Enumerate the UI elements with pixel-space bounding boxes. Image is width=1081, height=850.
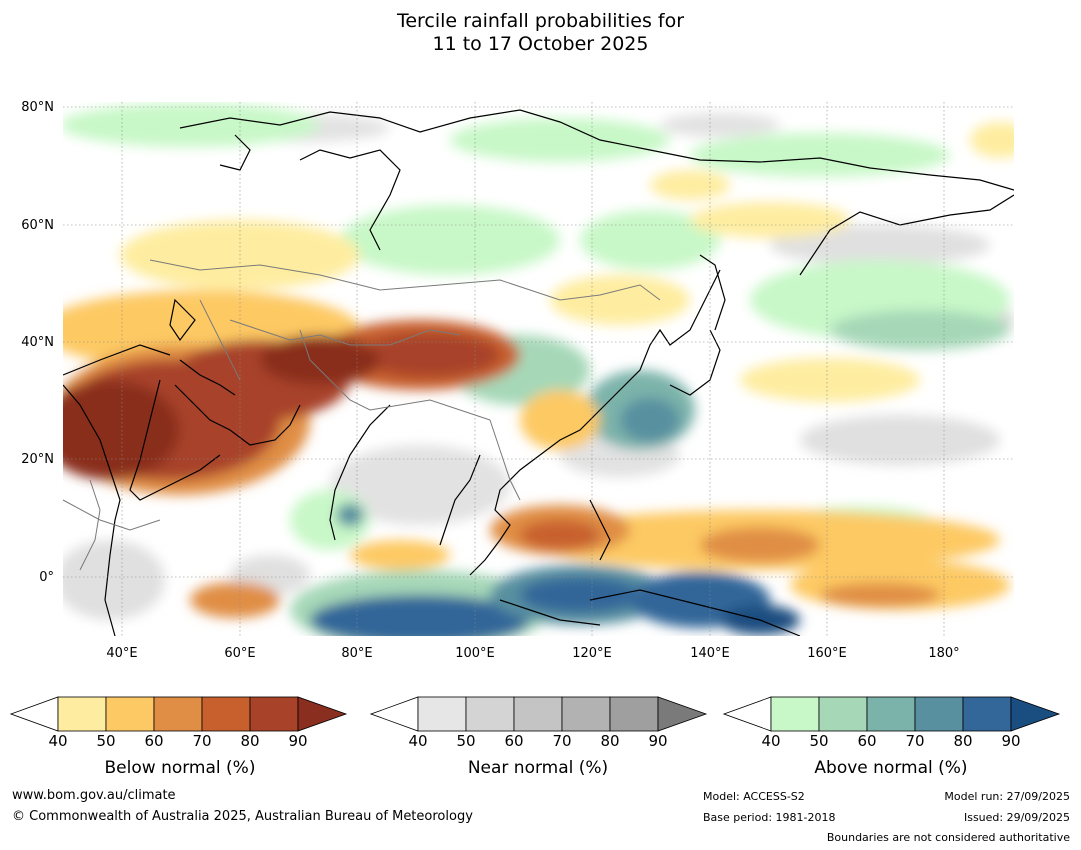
near-normal-colorbar	[370, 696, 708, 732]
above-colorbar-segment	[866, 696, 916, 732]
coastlines	[63, 109, 1014, 636]
above-colorbar-high-extend	[1010, 696, 1061, 732]
above-tick-80: 80	[953, 732, 973, 750]
lon-label-80e: 80°E	[341, 646, 373, 661]
boundaries-disclaimer: Boundaries are not considered authoritat…	[826, 831, 1070, 844]
issued-date: Issued: 29/09/2025	[963, 811, 1070, 824]
lon-label-60e: 60°E	[224, 646, 256, 661]
near-colorbar-segment	[561, 696, 611, 732]
near-tick-70: 70	[552, 732, 572, 750]
near-tick-90: 90	[648, 732, 668, 750]
country-borders	[63, 259, 661, 571]
lat-label-80n: 80°N	[21, 100, 54, 115]
below-colorbar-segment	[249, 696, 299, 732]
near-tick-60: 60	[504, 732, 524, 750]
below-normal-title: Below normal (%)	[104, 758, 256, 778]
near-normal-title: Near normal (%)	[467, 758, 609, 778]
near-tick-80: 80	[600, 732, 620, 750]
near-tick-50: 50	[456, 732, 476, 750]
below-tick-50: 50	[96, 732, 116, 750]
probability-fields	[63, 103, 1014, 636]
near-colorbar-segment	[417, 696, 467, 732]
above-tick-40: 40	[761, 732, 781, 750]
above-tick-50: 50	[809, 732, 829, 750]
above-colorbar-segment	[914, 696, 964, 732]
lon-label-180: 180°	[928, 646, 960, 661]
graticule	[63, 102, 1014, 636]
near-colorbar-segment	[465, 696, 515, 732]
website-link[interactable]: www.bom.gov.au/climate	[12, 788, 176, 803]
below-tick-40: 40	[48, 732, 68, 750]
model-run-date: Model run: 27/09/2025	[944, 790, 1070, 803]
lat-label-20n: 20°N	[21, 452, 54, 467]
above-colorbar-segment	[818, 696, 868, 732]
near-tick-40: 40	[408, 732, 428, 750]
near-colorbar-segment	[609, 696, 659, 732]
lon-label-120e: 120°E	[572, 646, 612, 661]
lon-label-100e: 100°E	[455, 646, 495, 661]
lon-label-40e: 40°E	[106, 646, 138, 661]
rainfall-probability-map	[63, 102, 1014, 636]
below-colorbar-segment	[201, 696, 251, 732]
model-name: Model: ACCESS-S2	[703, 790, 805, 803]
above-normal-title: Above normal (%)	[814, 758, 968, 778]
below-colorbar-high-extend	[297, 696, 348, 732]
map-title: Tercile rainfall probabilities for 11 to…	[0, 10, 1081, 56]
title-line-1: Tercile rainfall probabilities for	[396, 10, 685, 32]
below-colorbar-segment	[105, 696, 155, 732]
near-colorbar-high-extend	[657, 696, 708, 732]
above-colorbar-segment	[770, 696, 820, 732]
below-colorbar-low-extend	[10, 696, 59, 732]
below-tick-70: 70	[192, 732, 212, 750]
above-colorbar-low-extend	[723, 696, 772, 732]
below-normal-colorbar	[10, 696, 348, 732]
above-tick-60: 60	[857, 732, 877, 750]
below-tick-90: 90	[288, 732, 308, 750]
lon-label-140e: 140°E	[690, 646, 730, 661]
below-tick-80: 80	[240, 732, 260, 750]
lat-label-0: 0°	[39, 570, 54, 585]
below-colorbar-segment	[153, 696, 203, 732]
near-colorbar-low-extend	[370, 696, 419, 732]
below-colorbar-segment	[57, 696, 107, 732]
near-colorbar-segment	[513, 696, 563, 732]
base-period: Base period: 1981-2018	[703, 811, 836, 824]
above-normal-colorbar	[723, 696, 1061, 732]
title-line-2: 11 to 17 October 2025	[432, 33, 649, 55]
copyright-text: © Commonwealth of Australia 2025, Austra…	[12, 809, 473, 824]
lat-label-40n: 40°N	[21, 335, 54, 350]
lon-label-160e: 160°E	[807, 646, 847, 661]
lat-label-60n: 60°N	[21, 218, 54, 233]
above-tick-90: 90	[1001, 732, 1021, 750]
above-colorbar-segment	[962, 696, 1012, 732]
above-tick-70: 70	[905, 732, 925, 750]
below-tick-60: 60	[144, 732, 164, 750]
